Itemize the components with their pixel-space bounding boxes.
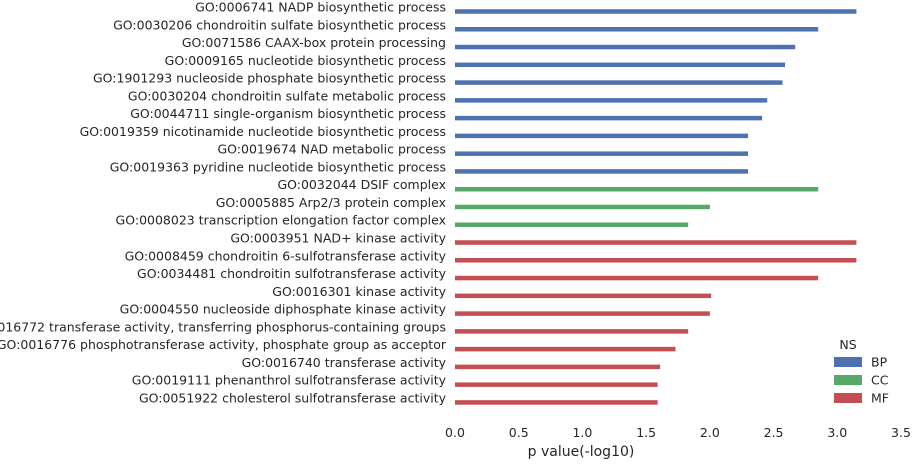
bar-mf [455, 382, 658, 387]
legend-label-bp: BP [871, 355, 888, 370]
x-tick-label: 0.5 [509, 425, 529, 440]
bar-mf [455, 329, 689, 334]
legend-entries: BP CC MF [834, 355, 889, 406]
category-label: GO:0030206 chondroitin sulfate biosynthe… [113, 17, 446, 32]
legend-label-cc: CC [871, 373, 889, 388]
bar-mf [455, 293, 712, 299]
bar-mf [455, 364, 661, 370]
bar-mf [455, 400, 658, 405]
category-label: GO:0008459 chondroitin 6-sulfotransferas… [125, 248, 447, 263]
category-label: GO:0044711 single-organism biosynthetic … [130, 106, 446, 121]
category-label: GO:0019674 NAD metabolic process [218, 142, 447, 157]
category-label: GO:1901293 nucleoside phosphate biosynth… [93, 71, 446, 86]
x-axis-ticks: 0.0 0.5 1.0 1.5 2.0 2.5 3.0 3.5 [445, 425, 911, 440]
category-label: GO:0071586 CAAX-box protein processing [182, 35, 446, 50]
x-tick-label: 2.0 [700, 425, 720, 440]
category-label: GO:0016776 phosphotransferase activity, … [0, 337, 447, 352]
category-label: GO:0003951 NAD+ kinase activity [230, 231, 446, 246]
category-label: GO:0004550 nucleoside diphosphate kinase… [120, 302, 447, 317]
bar-bp [455, 9, 857, 14]
category-label: GO:0030204 chondroitin sulfate metabolic… [128, 88, 446, 103]
category-label: GO:0019111 phenanthrol sulfotransferase … [132, 373, 447, 388]
legend-swatch-cc [834, 375, 862, 385]
x-tick-label: 1.5 [636, 425, 656, 440]
category-label: GO:0006741 NADP biosynthetic process [195, 0, 446, 15]
x-tick-label: 3.0 [827, 425, 847, 440]
category-label: GO:0009165 nucleotide biosynthetic proce… [165, 53, 446, 68]
bar-cc [455, 186, 819, 192]
legend: NS BP CC MF [834, 337, 889, 406]
category-label: GO:0019363 pyridine nucleotide biosynthe… [110, 159, 446, 174]
x-tick-label: 0.0 [445, 425, 465, 440]
legend-title: NS [839, 337, 856, 352]
bar-bp [455, 44, 796, 50]
bar-bp [455, 27, 819, 32]
legend-swatch-bp [834, 357, 862, 367]
bar-mf [455, 346, 676, 352]
legend-label-mf: MF [871, 391, 889, 406]
bar-mf [455, 275, 819, 281]
category-label: GO:0016301 kinase activity [272, 284, 446, 299]
legend-swatch-mf [834, 393, 862, 403]
bar-bp [455, 80, 783, 85]
category-label: GO:0016772 transferase activity, transfe… [0, 319, 446, 334]
x-tick-label: 1.0 [572, 425, 592, 440]
category-label: GO:0019359 nicotinamide nucleotide biosy… [80, 124, 446, 139]
category-label: GO:0008023 transcription elongation fact… [116, 213, 446, 228]
x-tick-label: 3.5 [891, 425, 911, 440]
bar-cc [455, 204, 710, 210]
x-tick-label: 2.5 [764, 425, 784, 440]
bar-bp [455, 115, 763, 121]
bar-mf [455, 240, 857, 245]
bar-bp [455, 151, 749, 156]
category-label: GO:0051922 cholesterol sulfotransferase … [139, 390, 447, 405]
bar-bp [455, 98, 768, 103]
bar-bp [455, 62, 786, 68]
bar-mf [455, 258, 857, 263]
bars-group [455, 9, 857, 405]
category-label: GO:0032044 DSIF complex [277, 177, 446, 192]
x-axis-label: p value(-log10) [528, 444, 635, 460]
bar-bp [455, 169, 749, 174]
bar-cc [455, 222, 689, 227]
category-label: GO:0016740 transferase activity [242, 355, 447, 370]
category-labels: GO:0006741 NADP biosynthetic process GO:0… [0, 0, 447, 405]
bar-bp [455, 133, 749, 139]
bar-mf [455, 311, 710, 316]
category-label: GO:0005885 Arp2/3 protein complex [216, 195, 446, 210]
category-label: GO:0034481 chondroitin sulfotransferase … [137, 266, 447, 281]
